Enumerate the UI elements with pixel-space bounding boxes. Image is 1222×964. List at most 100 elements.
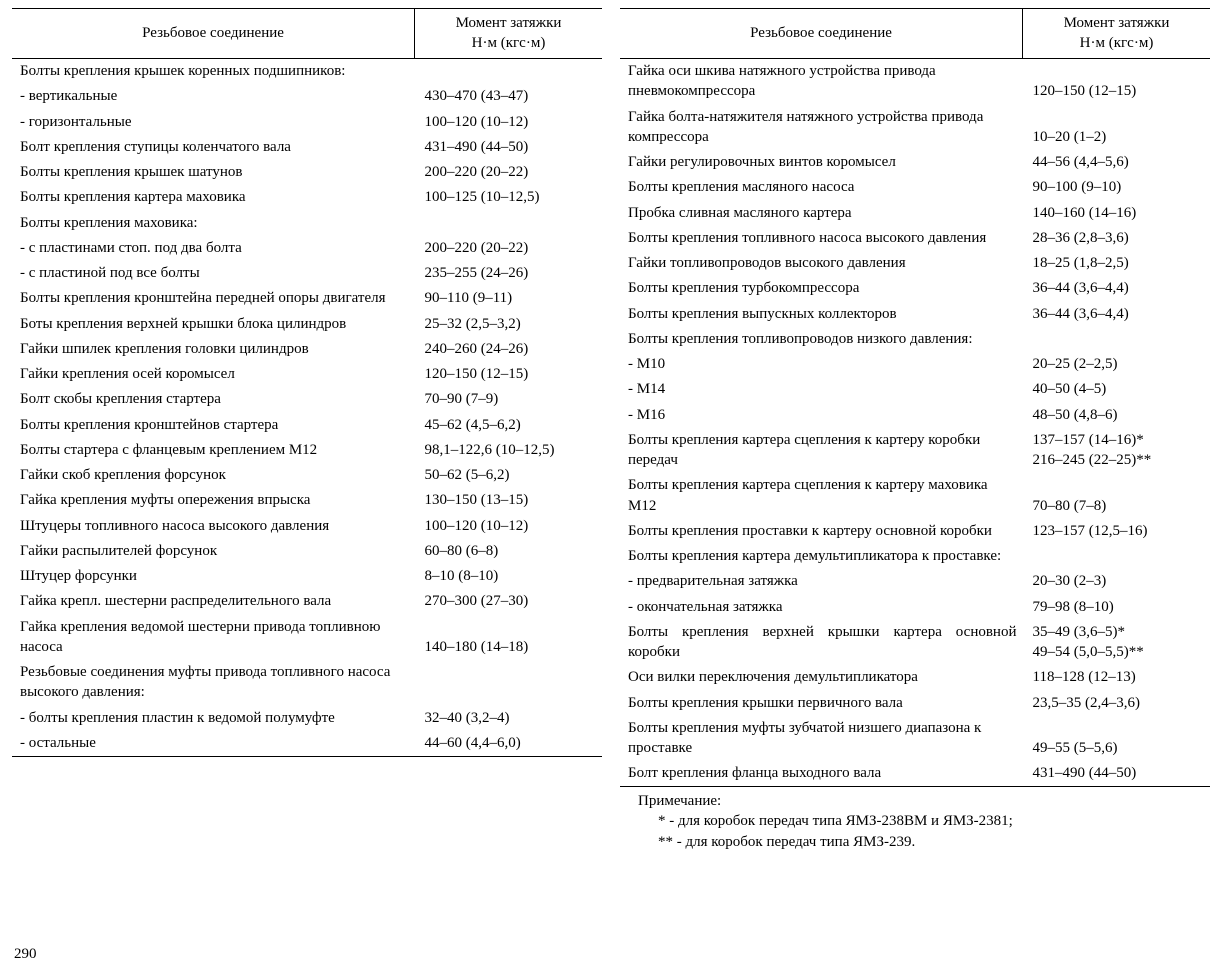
left-body: Болты крепления крышек коренных подшипни… [12,58,602,756]
torque-cell: 200–220 (20–22) [415,160,603,185]
torque-cell: 45–62 (4,5–6,2) [415,412,603,437]
header-torque-line1: Момент затяжки [1064,15,1170,31]
connection-cell: Болты крепления крышки первичного вала [620,690,1023,715]
torque-cell: 18–25 (1,8–2,5) [1023,251,1211,276]
header-connection: Резьбовое соединение [620,9,1023,59]
connection-cell: Болт скобы крепления стартера [12,387,415,412]
table-row: - окончательная затяжка79–98 (8–10) [620,594,1210,619]
table-row: Штуцеры топливного насоса высокого давле… [12,513,602,538]
connection-cell: Гайка крепления муфты опережения впрыска [12,488,415,513]
table-row: Болты крепления картера демультипликатор… [620,544,1210,569]
connection-cell: Пробка сливная масляного картера [620,200,1023,225]
torque-cell: 32–40 (3,2–4) [415,705,603,730]
connection-cell: Гайка крепл. шестерни распределительного… [12,589,415,614]
torque-cell: 36–44 (3,6–4,4) [1023,301,1211,326]
connection-cell: - болты крепления пластин к ведомой полу… [12,705,415,730]
connection-cell: Резьбовые соединения муфты привода топли… [12,660,415,706]
left-column: Резьбовое соединение Момент затяжки Н·м … [12,8,602,956]
connection-cell: - остальные [12,730,415,756]
table-row: - М1648–50 (4,8–6) [620,402,1210,427]
table-row: Болты крепления картера сцепления к карт… [620,427,1210,473]
table-row: Гайка крепления муфты опережения впрыска… [12,488,602,513]
table-row: Болт крепления фланца выходного вала431–… [620,761,1210,787]
table-row: - М1020–25 (2–2,5) [620,352,1210,377]
table-row: Болты крепления картера сцепления к карт… [620,473,1210,519]
table-row: Болты крепления крышек коренных подшипни… [12,58,602,84]
torque-cell: 100–120 (10–12) [415,109,603,134]
torque-cell [415,210,603,235]
table-row: Болты крепления выпускных коллекторов36–… [620,301,1210,326]
torque-cell: 40–50 (4–5) [1023,377,1211,402]
connection-cell: Штуцер форсунки [12,564,415,589]
connection-cell: Болты крепления картера сцепления к карт… [620,473,1023,519]
torque-cell: 23,5–35 (2,4–3,6) [1023,690,1211,715]
torque-cell: 140–180 (14–18) [415,614,603,660]
table-row: Болты крепления проставки к картеру осно… [620,518,1210,543]
connection-cell: Болты крепления крышек коренных подшипни… [12,58,415,84]
table-row: Болты крепления картера маховика100–125 … [12,185,602,210]
torque-cell: 100–120 (10–12) [415,513,603,538]
table-row: Болты крепления масляного насоса90–100 (… [620,175,1210,200]
torque-cell: 130–150 (13–15) [415,488,603,513]
table-row: Болты стартера с фланцевым креплением М1… [12,437,602,462]
torque-cell: 8–10 (8–10) [415,564,603,589]
torque-cell: 120–150 (12–15) [415,362,603,387]
table-row: - болты крепления пластин к ведомой полу… [12,705,602,730]
table-row: Гайки топливопроводов высокого давления1… [620,251,1210,276]
table-row: Резьбовые соединения муфты привода топли… [12,660,602,706]
torque-cell: 20–30 (2–3) [1023,569,1211,594]
notes-title: Примечание: [638,791,1204,811]
torque-cell [1023,544,1211,569]
connection-cell: Гайки регулировочных винтов коромысел [620,150,1023,175]
table-row: - с пластинами стоп. под два болта200–22… [12,235,602,260]
connection-cell: Гайки скоб крепления форсунок [12,463,415,488]
table-row: Пробка сливная масляного картера140–160 … [620,200,1210,225]
connection-cell: Болты крепления топливного насоса высоко… [620,225,1023,250]
connection-cell: - М14 [620,377,1023,402]
table-row: Гайка крепл. шестерни распределительного… [12,589,602,614]
table-row: Гайки распылителей форсунок60–80 (6–8) [12,538,602,563]
connection-cell: Гайки распылителей форсунок [12,538,415,563]
header-torque-line2: Н·м (кгс·м) [472,35,546,51]
torque-cell: 79–98 (8–10) [1023,594,1211,619]
connection-cell: Гайки крепления осей коромысел [12,362,415,387]
torque-cell: 431–490 (44–50) [415,134,603,159]
table-row: Болты крепления турбокомпрессора36–44 (3… [620,276,1210,301]
torque-cell: 431–490 (44–50) [1023,761,1211,787]
torque-cell: 100–125 (10–12,5) [415,185,603,210]
connection-cell: Гайка болта-натяжителя натяжного устройс… [620,104,1023,150]
header-torque: Момент затяжки Н·м (кгс·м) [415,9,603,59]
torque-cell [1023,326,1211,351]
header-torque: Момент затяжки Н·м (кгс·м) [1023,9,1211,59]
torque-cell: 120–150 (12–15) [1023,58,1211,104]
connection-cell: Гайки шпилек крепления головки цилиндров [12,336,415,361]
table-row: Болты крепления кронштейнов стартера45–6… [12,412,602,437]
torque-cell: 36–44 (3,6–4,4) [1023,276,1211,301]
torque-cell: 25–32 (2,5–3,2) [415,311,603,336]
table-row: Гайки шпилек крепления головки цилиндров… [12,336,602,361]
torque-cell: 200–220 (20–22) [415,235,603,260]
table-row: - остальные44–60 (4,4–6,0) [12,730,602,756]
torque-cell: 44–60 (4,4–6,0) [415,730,603,756]
connection-cell: - с пластинами стоп. под два болта [12,235,415,260]
connection-cell: Гайка оси шкива натяжного устройства при… [620,58,1023,104]
torque-cell: 35–49 (3,6–5)*49–54 (5,0–5,5)** [1023,619,1211,665]
notes-block: Примечание: * - для коробок передач типа… [620,787,1210,852]
torque-cell: 140–160 (14–16) [1023,200,1211,225]
connection-cell: Болты крепления турбокомпрессора [620,276,1023,301]
right-body: Гайка оси шкива натяжного устройства при… [620,58,1210,787]
right-column: Резьбовое соединение Момент затяжки Н·м … [620,8,1210,956]
torque-cell: 10–20 (1–2) [1023,104,1211,150]
connection-cell: Гайки топливопроводов высокого давления [620,251,1023,276]
connection-cell: Болты крепления масляного насоса [620,175,1023,200]
table-row: Гайки регулировочных винтов коромысел44–… [620,150,1210,175]
torque-cell: 50–62 (5–6,2) [415,463,603,488]
header-torque-line1: Момент затяжки [456,15,562,31]
connection-cell: Гайка крепления ведомой шестерни привода… [12,614,415,660]
table-row: Болт скобы крепления стартера70–90 (7–9) [12,387,602,412]
table-row: Болты крепления маховика: [12,210,602,235]
torque-cell: 137–157 (14–16)*216–245 (22–25)** [1023,427,1211,473]
torque-cell: 48–50 (4,8–6) [1023,402,1211,427]
note-1: * - для коробок передач типа ЯМЗ-238ВМ и… [638,811,1204,831]
header-torque-line2: Н·м (кгс·м) [1080,35,1154,51]
